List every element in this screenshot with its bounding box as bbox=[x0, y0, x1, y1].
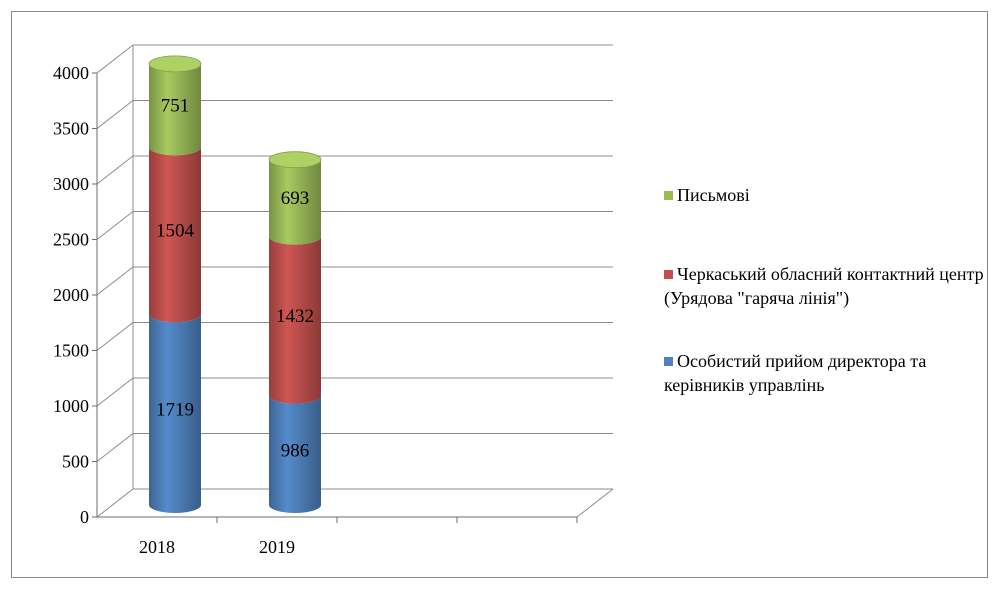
legend-swatch-hotline bbox=[664, 270, 673, 279]
gridline-depth bbox=[96, 100, 134, 129]
legend-item-written: Письмові bbox=[664, 183, 984, 207]
y-tick-label: 2000 bbox=[53, 285, 89, 305]
y-tick-label: 0 bbox=[80, 507, 89, 527]
legend-label-written: Письмові bbox=[677, 185, 750, 205]
gridline-depth bbox=[96, 322, 134, 351]
data-label-2018-2: 751 bbox=[161, 96, 190, 117]
y-tick-label: 4000 bbox=[53, 63, 89, 83]
bar-segment-2018-2 bbox=[149, 63, 201, 156]
chart-frame: 0 500 1000 1500 2000 2500 3000 3500 4000 1719 1504… bbox=[11, 11, 988, 578]
gridline-depth bbox=[96, 377, 134, 407]
data-label-2019-1: 1432 bbox=[276, 306, 314, 327]
legend-item-personal: Особистий прийом директора та керівників… bbox=[664, 349, 984, 397]
y-tick-label: 3000 bbox=[53, 174, 89, 194]
legend-swatch-written bbox=[664, 191, 673, 200]
bar-segment-2018-1 bbox=[149, 147, 201, 323]
x-category-label: 2019 bbox=[259, 537, 295, 557]
floor-right-edge bbox=[576, 488, 614, 518]
gridline-depth bbox=[96, 433, 134, 462]
gridline-depth bbox=[96, 211, 134, 240]
y-tick-label: 1500 bbox=[53, 341, 89, 361]
bar-top-cap-2018 bbox=[148, 55, 202, 73]
legend-swatch-personal bbox=[664, 357, 673, 366]
bar-segment-2019-1 bbox=[269, 236, 321, 404]
x-category-label: 2018 bbox=[139, 537, 175, 557]
bar-segment-2019-2 bbox=[269, 159, 321, 245]
y-tick-label: 1000 bbox=[53, 396, 89, 416]
gridline-depth bbox=[96, 155, 134, 185]
y-tick-label: 500 bbox=[62, 452, 89, 472]
y-tick-label: 3500 bbox=[53, 119, 89, 139]
data-label-2018-1: 1504 bbox=[156, 221, 195, 242]
legend-label-personal: Особистий прийом директора та керівників… bbox=[664, 351, 927, 395]
bar-segment-2019-0 bbox=[269, 395, 321, 513]
gridline-depth bbox=[96, 44, 134, 74]
bar-segment-2018-0 bbox=[149, 314, 201, 513]
legend-label-hotline: Черкаський обласний контактний центр (Ур… bbox=[664, 264, 984, 308]
gridline-depth bbox=[96, 488, 134, 518]
legend-item-hotline: Черкаський обласний контактний центр (Ур… bbox=[664, 262, 984, 310]
y-tick-label: 2500 bbox=[53, 230, 89, 250]
data-label-2018-0: 1719 bbox=[156, 400, 194, 421]
data-label-2019-2: 693 bbox=[281, 188, 310, 209]
data-label-2019-0: 986 bbox=[281, 440, 310, 461]
gridline-depth bbox=[96, 266, 134, 296]
bar-top-cap-2019 bbox=[268, 151, 322, 169]
